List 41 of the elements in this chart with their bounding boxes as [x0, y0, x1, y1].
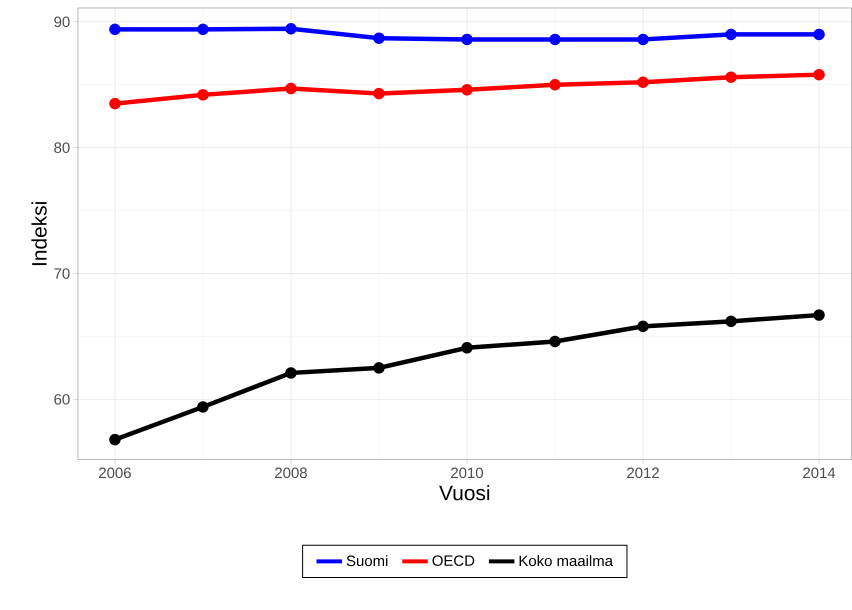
legend-label: OECD	[432, 556, 474, 566]
point	[637, 34, 649, 46]
x-tick-label: 2010	[451, 468, 484, 478]
point	[197, 24, 209, 36]
point	[725, 72, 737, 84]
legend-label: Koko maailma	[520, 555, 613, 566]
point	[813, 309, 825, 321]
point	[549, 34, 561, 46]
point	[725, 28, 737, 40]
point	[197, 401, 209, 413]
point	[461, 84, 473, 96]
point	[373, 362, 385, 374]
point	[549, 336, 561, 348]
point	[549, 79, 561, 91]
x-tick-label: 2012	[627, 468, 659, 478]
point	[813, 69, 825, 81]
point	[813, 28, 825, 40]
point	[373, 88, 385, 100]
legend-label: Suomi	[346, 555, 388, 566]
point	[461, 342, 473, 354]
point	[285, 23, 297, 35]
y-tick-label: 80	[54, 142, 70, 154]
point	[285, 82, 297, 94]
point	[197, 89, 209, 101]
x-tick-label: 2014	[803, 468, 836, 478]
x-tick-label: 2008	[275, 468, 307, 478]
point	[725, 316, 737, 328]
y-tick-label: 70	[54, 268, 70, 279]
x-axis-title: Vuosi	[439, 485, 490, 500]
x-tick-label: 2006	[99, 468, 131, 478]
y-tick-label: 90	[54, 16, 70, 28]
point	[637, 76, 649, 88]
y-tick-label: 60	[54, 394, 70, 405]
point	[461, 34, 473, 46]
point	[109, 98, 121, 110]
point	[373, 32, 385, 44]
point	[109, 24, 121, 36]
point	[637, 320, 649, 332]
point	[109, 434, 121, 446]
y-axis-title: Indeksi	[31, 202, 47, 266]
point	[285, 367, 297, 379]
